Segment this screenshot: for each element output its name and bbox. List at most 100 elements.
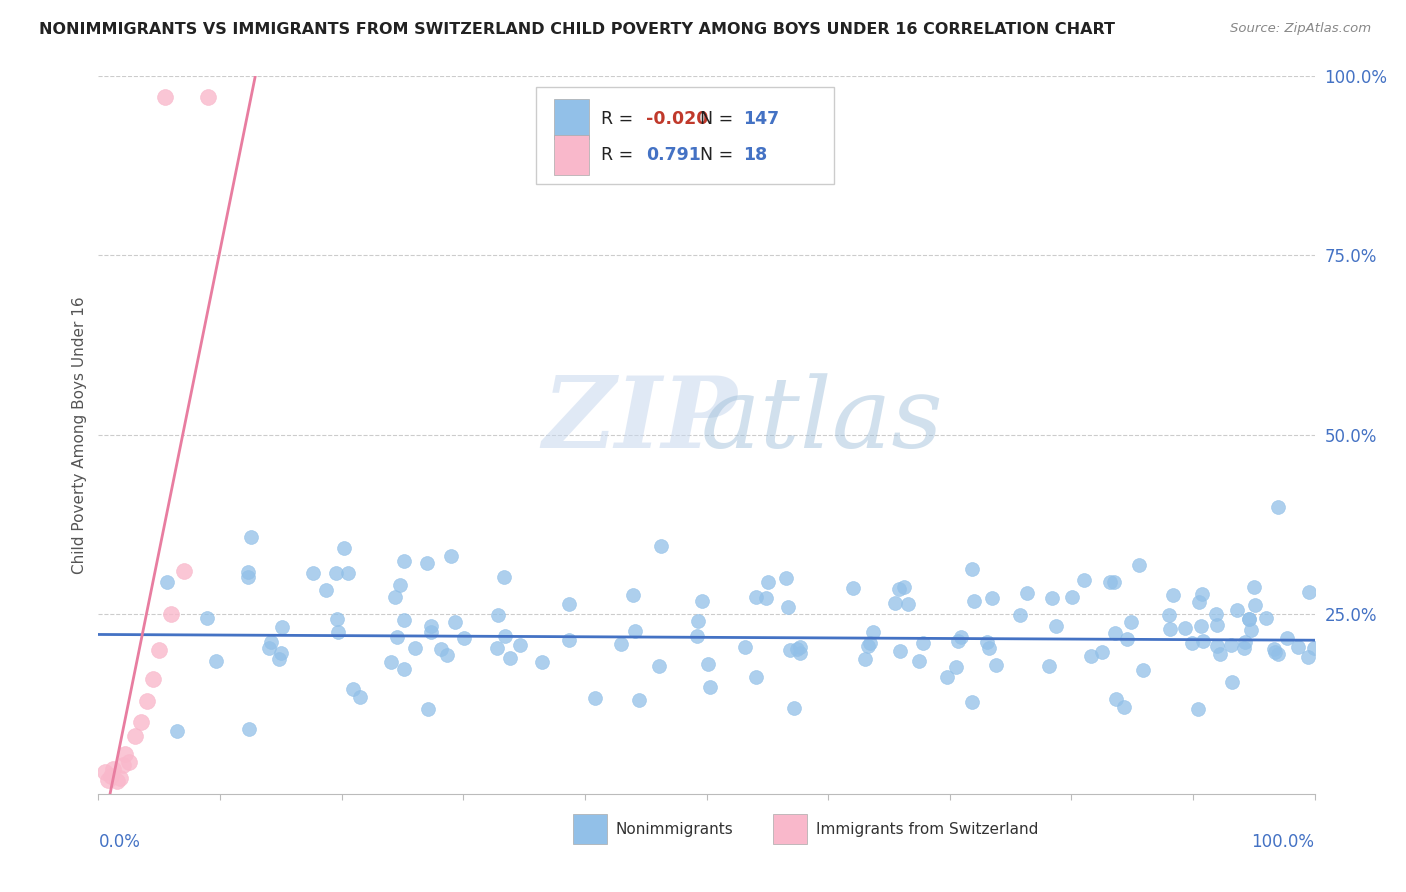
Point	[1206, 639, 1229, 653]
Point	[756, 575, 779, 590]
Point	[1174, 621, 1197, 635]
Point	[1102, 575, 1125, 590]
Point	[97, 772, 120, 787]
Point	[486, 607, 509, 622]
Point	[1098, 574, 1121, 589]
Point	[271, 620, 294, 634]
Point	[1243, 580, 1265, 594]
Point	[260, 635, 283, 649]
Text: R =: R =	[600, 110, 638, 128]
Point	[1303, 641, 1326, 656]
Point	[1163, 588, 1185, 602]
Point	[963, 593, 986, 607]
Point	[1226, 603, 1249, 617]
Point	[1298, 585, 1320, 599]
Point	[1209, 647, 1232, 661]
Point	[893, 580, 915, 594]
Point	[984, 657, 1007, 672]
Point	[148, 643, 170, 657]
Point	[1240, 623, 1263, 637]
Point	[1091, 645, 1114, 659]
Point	[93, 765, 115, 780]
Text: atlas: atlas	[700, 373, 943, 468]
Point	[686, 614, 709, 628]
Point	[686, 629, 709, 643]
Text: 18: 18	[742, 145, 768, 164]
Point	[499, 651, 522, 665]
Text: Immigrants from Switzerland: Immigrants from Switzerland	[815, 822, 1039, 837]
Point	[404, 641, 426, 656]
Point	[946, 633, 969, 648]
Point	[1192, 633, 1215, 648]
Point	[302, 566, 325, 580]
Point	[1277, 631, 1299, 645]
Point	[440, 549, 463, 563]
Point	[1189, 619, 1212, 633]
Point	[696, 657, 718, 672]
Point	[1263, 642, 1285, 657]
Point	[744, 591, 766, 605]
Point	[786, 641, 808, 656]
Point	[494, 629, 516, 643]
Point	[118, 755, 141, 769]
Point	[444, 615, 467, 629]
Point	[197, 90, 219, 104]
Point	[960, 562, 983, 576]
Point	[392, 554, 415, 568]
Point	[1191, 587, 1213, 601]
Point	[349, 690, 371, 705]
Point	[783, 700, 806, 714]
Text: N =: N =	[700, 110, 740, 128]
Point	[960, 695, 983, 709]
Point	[778, 599, 800, 614]
Point	[114, 747, 136, 762]
Text: ZIP: ZIP	[543, 372, 737, 468]
Point	[979, 640, 1001, 655]
Text: 100.0%: 100.0%	[1251, 833, 1315, 851]
Point	[1222, 674, 1244, 689]
Point	[385, 630, 408, 644]
Point	[531, 655, 554, 669]
Point	[621, 589, 644, 603]
Point	[558, 632, 581, 647]
Point	[1187, 702, 1209, 716]
Point	[775, 571, 797, 585]
Point	[1188, 595, 1211, 609]
Point	[908, 654, 931, 668]
Point	[789, 640, 811, 654]
Point	[197, 611, 219, 625]
Point	[156, 575, 179, 590]
Point	[1119, 615, 1142, 629]
Point	[859, 636, 882, 650]
Point	[1159, 622, 1181, 636]
Point	[1239, 611, 1261, 625]
Point	[110, 771, 132, 785]
Point	[325, 566, 347, 580]
Point	[745, 670, 768, 684]
Point	[650, 539, 672, 553]
Point	[124, 730, 146, 744]
Point	[333, 541, 356, 555]
Point	[315, 583, 337, 598]
Point	[610, 637, 633, 651]
Point	[238, 722, 260, 736]
Point	[627, 693, 650, 707]
Point	[160, 607, 183, 622]
Point	[1206, 617, 1229, 632]
Point	[1112, 700, 1135, 714]
Point	[1267, 647, 1289, 661]
Point	[897, 598, 920, 612]
Point	[1128, 558, 1150, 572]
Point	[755, 591, 778, 605]
Point	[1104, 625, 1126, 640]
Point	[173, 564, 195, 578]
FancyBboxPatch shape	[572, 814, 607, 844]
Point	[789, 646, 811, 660]
Point	[853, 652, 876, 666]
Point	[342, 681, 364, 696]
Text: N =: N =	[700, 145, 745, 164]
Point	[388, 578, 411, 592]
Point	[429, 641, 451, 656]
Point	[394, 613, 416, 627]
Point	[1267, 500, 1289, 514]
